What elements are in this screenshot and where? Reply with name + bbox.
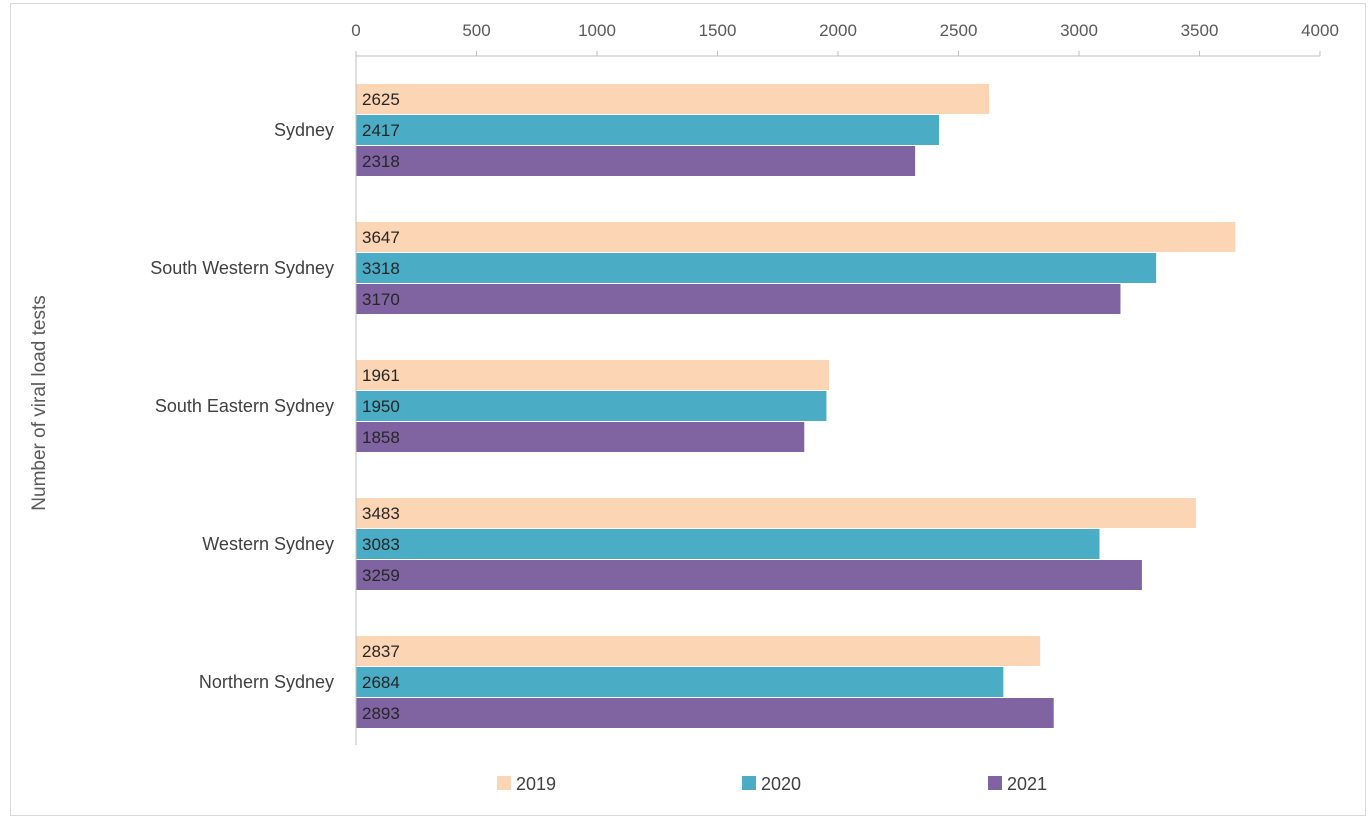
legend-swatch: [497, 776, 511, 790]
data-label: 3170: [362, 290, 400, 309]
data-label: 3083: [362, 535, 400, 554]
x-tick-label: 2500: [940, 21, 978, 40]
legend: 2019 2020 2021: [497, 774, 1047, 794]
x-tick-label: 500: [462, 21, 490, 40]
legend-label: 2020: [761, 774, 801, 794]
x-tick-label: 3500: [1181, 21, 1219, 40]
data-label: 1950: [362, 397, 400, 416]
data-label: 2318: [362, 152, 400, 171]
data-label: 2417: [362, 121, 400, 140]
data-label: 3647: [362, 228, 400, 247]
bar: [356, 222, 1236, 252]
x-tick-label: 4000: [1301, 21, 1339, 40]
category-label: Northern Sydney: [199, 672, 334, 692]
data-label: 1961: [362, 366, 400, 385]
x-tick-label: 1000: [578, 21, 616, 40]
bar: [356, 84, 990, 114]
x-axis: 0 500 1000 1500 2000 2500 3000 3500 4000: [351, 21, 1339, 57]
bar: [356, 360, 830, 390]
category-labels: Sydney South Western Sydney South Eastern …: [150, 120, 334, 692]
bar: [356, 529, 1100, 559]
data-label: 2837: [362, 642, 400, 661]
data-label: 1858: [362, 428, 400, 447]
data-label: 2893: [362, 704, 400, 723]
x-tick-label: 2000: [819, 21, 857, 40]
bar: [356, 115, 939, 145]
bar: [356, 636, 1041, 666]
data-label: 3259: [362, 566, 400, 585]
legend-label: 2021: [1007, 774, 1047, 794]
data-label: 3483: [362, 504, 400, 523]
bar: [356, 146, 916, 176]
bar: [356, 253, 1157, 283]
legend-swatch: [988, 776, 1002, 790]
chart-border: [10, 3, 1366, 816]
legend-swatch: [742, 776, 756, 790]
bars: 2625 2417 2318 3647 3318 3170 1961 1950 1858 3483…: [356, 84, 1236, 728]
category-label: Sydney: [274, 120, 334, 140]
bar: [356, 667, 1004, 697]
x-tick-label: 0: [351, 21, 360, 40]
bar: [356, 560, 1142, 590]
category-label: Western Sydney: [202, 534, 334, 554]
bar: [356, 498, 1196, 528]
data-label: 2684: [362, 673, 400, 692]
legend-label: 2019: [516, 774, 556, 794]
category-label: South Eastern Sydney: [155, 396, 334, 416]
data-label: 2625: [362, 90, 400, 109]
y-axis-title: Number of viral load tests: [29, 295, 50, 510]
x-tick-label: 3000: [1060, 21, 1098, 40]
bar: [356, 284, 1121, 314]
data-label: 3318: [362, 259, 400, 278]
bar: [356, 698, 1054, 728]
category-label: South Western Sydney: [150, 258, 334, 278]
bar: [356, 391, 827, 421]
x-tick-label: 1500: [699, 21, 737, 40]
bar: [356, 422, 805, 452]
